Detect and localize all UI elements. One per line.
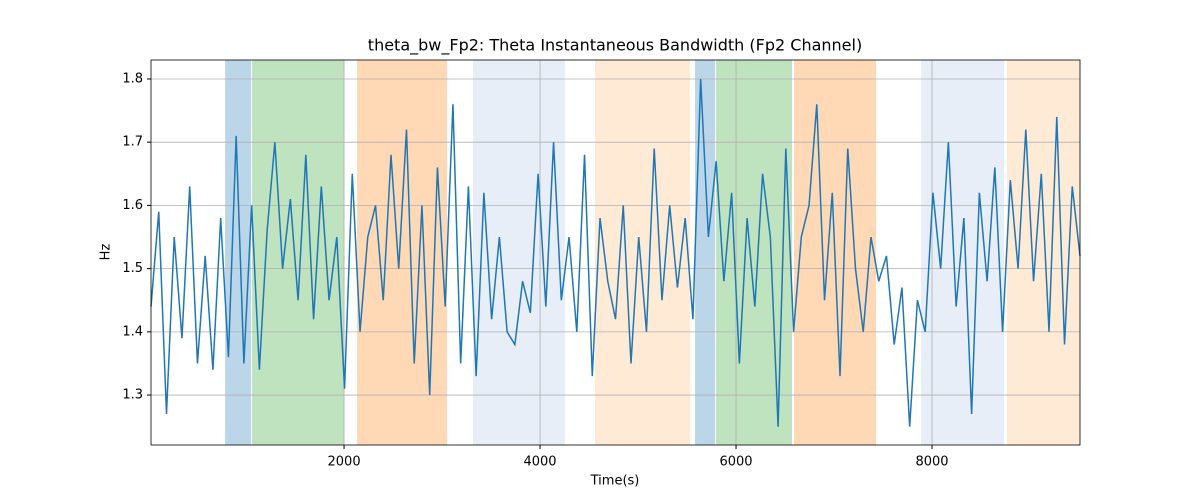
plot-frame — [150, 59, 1081, 446]
y-tick-label: 1.3 — [122, 388, 143, 403]
chart-title: theta_bw_Fp2: Theta Instantaneous Bandwi… — [368, 36, 862, 56]
y-tick-label: 1.7 — [122, 135, 143, 150]
shaded-span — [595, 60, 691, 445]
x-tick-label: 8000 — [915, 455, 948, 470]
y-tick-label: 1.6 — [122, 198, 143, 213]
y-tick-label: 1.8 — [122, 71, 143, 86]
x-axis-label: Time(s) — [590, 474, 640, 489]
x-tick-label: 2000 — [328, 455, 361, 470]
y-tick-label: 1.4 — [122, 324, 143, 339]
shaded-span — [695, 60, 716, 445]
x-tick-label: 4000 — [523, 455, 556, 470]
shaded-span — [252, 60, 345, 445]
y-axis-label: Hz — [99, 244, 114, 261]
shaded-span — [716, 60, 792, 445]
shaded-span — [225, 60, 252, 445]
shaded-span — [921, 60, 1005, 445]
shaded-span — [357, 60, 448, 445]
y-tick-label: 1.5 — [122, 261, 143, 276]
x-tick-label: 6000 — [719, 455, 752, 470]
shaded-span — [473, 60, 566, 445]
data-line — [150, 78, 1081, 427]
